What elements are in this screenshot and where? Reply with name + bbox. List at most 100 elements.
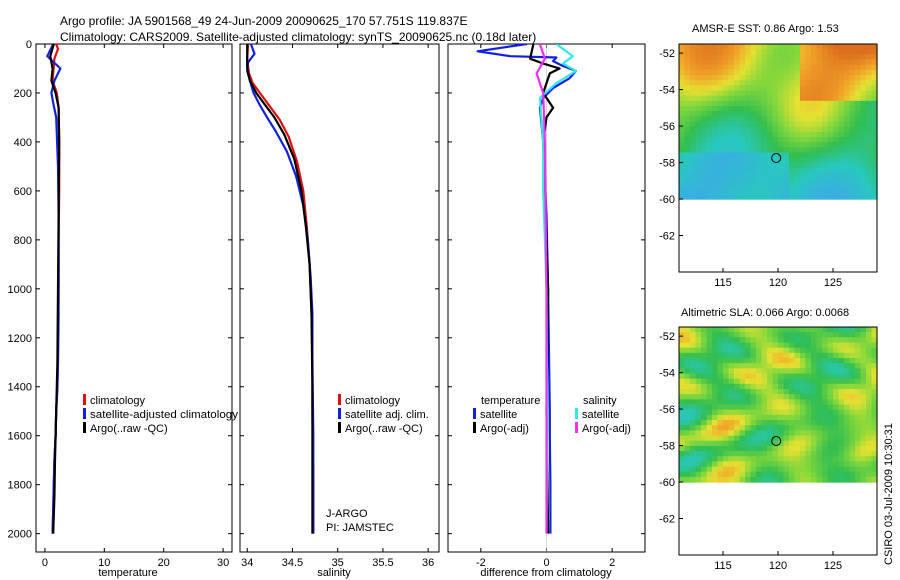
map-cell — [701, 337, 708, 344]
map-cell — [849, 193, 856, 200]
map-cell — [871, 420, 878, 426]
map-cell — [712, 383, 719, 390]
map-cell — [789, 420, 796, 426]
map-cell — [695, 378, 702, 385]
map-cell — [860, 106, 867, 112]
map-cell — [855, 100, 862, 107]
map-cell — [871, 188, 878, 195]
map-cell — [767, 147, 774, 154]
map-cell — [800, 147, 807, 154]
map-cell — [860, 456, 867, 462]
map-cell — [816, 420, 823, 426]
map-cell — [745, 414, 752, 421]
map-cell — [860, 394, 867, 400]
map-cell — [866, 162, 873, 169]
figure-title-line1: Argo profile: JA 5901568_49 24-Jun-2009 … — [60, 14, 467, 28]
map-cell — [794, 476, 801, 483]
map-cell — [739, 162, 746, 169]
map-cell — [750, 389, 757, 395]
map-cell — [827, 435, 834, 442]
map-cell — [827, 466, 834, 473]
map-cell — [866, 430, 873, 437]
map-cell — [756, 152, 763, 159]
map-cell — [739, 425, 746, 431]
map-cell — [706, 188, 713, 195]
sst-map-title: AMSR-E SST: 0.86 Argo: 1.53 — [692, 23, 839, 35]
map-cell — [805, 193, 812, 200]
map-cell — [706, 59, 713, 66]
map-cell — [783, 173, 790, 179]
map-cell — [800, 414, 807, 421]
map-cell — [827, 80, 834, 86]
map-cell — [866, 49, 873, 55]
map-cell — [772, 188, 779, 195]
map-cell — [822, 389, 829, 395]
map-cell — [767, 420, 774, 426]
map-cell — [822, 414, 829, 421]
map-cell — [690, 100, 697, 107]
map-cell — [871, 476, 878, 483]
map-cell — [838, 342, 845, 349]
map-cell — [794, 142, 801, 148]
map-cell — [794, 471, 801, 478]
map-cell — [794, 342, 801, 349]
map-cell — [860, 342, 867, 349]
map-cell — [767, 95, 774, 102]
map-cell — [800, 342, 807, 349]
map-cell — [855, 188, 862, 195]
map-cell — [789, 188, 796, 195]
map-cell — [750, 188, 757, 195]
map-cell — [844, 435, 851, 442]
map-cell — [816, 142, 823, 148]
map-cell — [761, 152, 768, 159]
map-cell — [734, 126, 741, 133]
map-cell — [794, 157, 801, 164]
map-cell — [822, 75, 829, 81]
map-cell — [734, 327, 741, 333]
map-cell — [684, 54, 691, 61]
map-cell — [822, 137, 829, 143]
map-cell — [690, 327, 697, 333]
map-cell — [789, 183, 796, 190]
map-cell — [794, 64, 801, 71]
map-cell — [756, 126, 763, 133]
map-cell — [717, 358, 724, 364]
map-cell — [756, 80, 763, 86]
map-cell — [761, 342, 768, 349]
map-cell — [772, 44, 779, 50]
map-cell — [756, 100, 763, 107]
map-cell — [849, 461, 856, 468]
map-cell — [745, 162, 752, 169]
map-cell — [866, 404, 873, 411]
map-cell — [816, 64, 823, 71]
map-cell — [772, 363, 779, 369]
map-cell — [712, 85, 719, 92]
map-cell — [712, 404, 719, 411]
map-cell — [706, 80, 713, 86]
map-cell — [822, 183, 829, 190]
map-cell — [761, 69, 768, 76]
map-cell — [838, 332, 845, 338]
map-cell — [701, 409, 708, 416]
map-cell — [860, 435, 867, 442]
map-cell — [811, 435, 818, 442]
map-cell — [701, 430, 708, 437]
map-cell — [761, 121, 768, 128]
map-cell — [800, 90, 807, 97]
map-cell — [833, 435, 840, 442]
map-cell — [690, 80, 697, 86]
map-cell — [783, 342, 790, 349]
map-cell — [756, 44, 763, 50]
map-cell — [849, 59, 856, 66]
map-cell — [783, 90, 790, 97]
map-cell — [734, 69, 741, 76]
map-cell — [679, 85, 686, 92]
map-cell — [712, 358, 719, 364]
map-cell — [811, 425, 818, 431]
map-cell — [679, 49, 686, 55]
map-cell — [734, 100, 741, 107]
map-cell — [750, 75, 757, 81]
map-cell — [783, 193, 790, 200]
map-cell — [794, 378, 801, 385]
map-cell — [701, 332, 708, 338]
